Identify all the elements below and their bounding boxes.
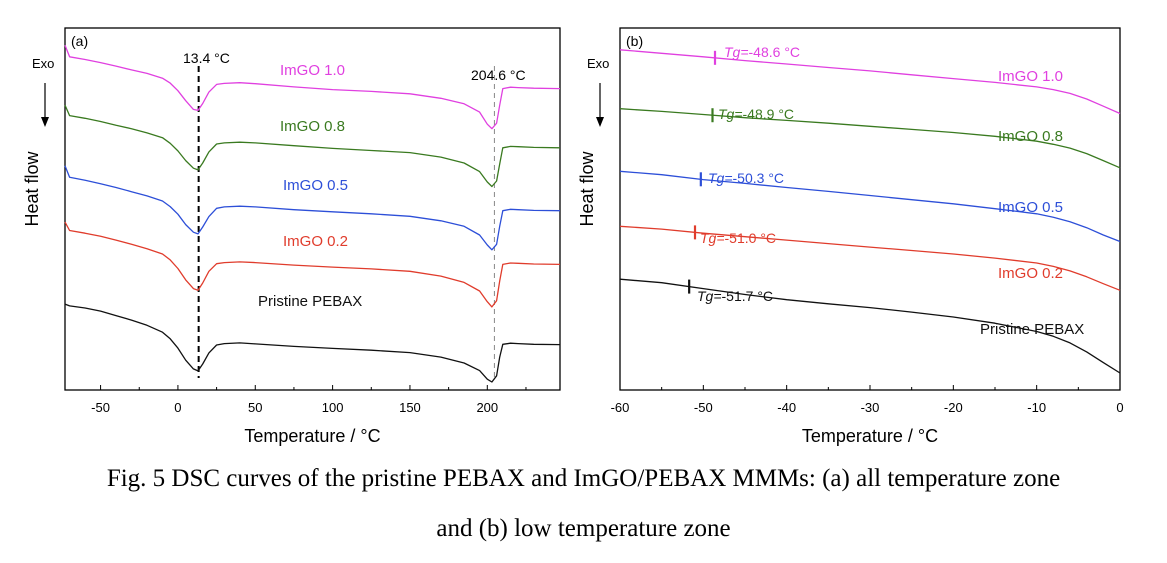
x-axis-label: Temperature / °C	[802, 426, 938, 446]
annotation-label-1: 204.6 °C	[471, 67, 526, 83]
exo-arrow-head	[596, 117, 604, 127]
tg-label-imgo-0-8: Tg=-48.9 °C	[718, 106, 794, 122]
tg-label-imgo-0-2: Tg=-51.0 °C	[700, 230, 776, 246]
figure-caption-line-1: Fig. 5 DSC curves of the pristine PEBAX …	[106, 465, 1061, 492]
x-tick-label: -30	[861, 400, 880, 415]
panel-a: -50 0 50 100 150 200 Temperature / °C Heat flow…	[22, 27, 561, 446]
y-axis-label: Heat flow	[577, 150, 597, 226]
exo-arrow-head	[41, 117, 49, 127]
x-tick-label: -20	[944, 400, 963, 415]
tg-symbol: Tg=	[700, 230, 725, 246]
series-line-pristine-pebax	[619, 278, 1121, 374]
series-label-imgo-1-0: ImGO 1.0	[280, 62, 345, 79]
series-line-imgo-0-5	[619, 170, 1121, 243]
annotation-label-0: 13.4 °C	[183, 50, 230, 66]
x-tick-label: 100	[322, 400, 344, 415]
x-tick-label: -50	[91, 400, 110, 415]
tg-symbol: Tg=	[697, 288, 722, 304]
tg-value: -51.7 °C	[722, 288, 774, 304]
series-label-imgo-0-8: ImGO 0.8	[998, 128, 1063, 145]
tg-symbol: Tg=	[708, 170, 733, 186]
figure-caption-line-2: and (b) low temperature zone	[436, 515, 731, 542]
tg-value: -48.9 °C	[743, 106, 795, 122]
series-label-imgo-1-0: ImGO 1.0	[998, 68, 1063, 85]
series-line-imgo-0-8	[64, 104, 561, 188]
panel-label: (b)	[626, 33, 643, 49]
series-label-imgo-0-5: ImGO 0.5	[998, 199, 1063, 216]
panel-b: -60 -50 -40 -30 -20 -10 0 Temperature / °C Heat …	[577, 27, 1124, 446]
series-line-pristine-pebax	[64, 303, 561, 383]
x-tick-label: -10	[1027, 400, 1046, 415]
series-line-imgo-1-0	[64, 45, 561, 130]
x-tick-label: 200	[476, 400, 498, 415]
y-axis-label: Heat flow	[22, 150, 42, 226]
series-label-imgo-0-5: ImGO 0.5	[283, 177, 348, 194]
series-label-imgo-0-8: ImGO 0.8	[280, 118, 345, 135]
x-tick-label: 50	[248, 400, 262, 415]
x-tick-label: -50	[694, 400, 713, 415]
series-line-imgo-0-2	[64, 221, 561, 308]
series-label-imgo-0-2: ImGO 0.2	[998, 265, 1063, 282]
plot-frame-a	[64, 27, 561, 391]
x-axis-label: Temperature / °C	[244, 426, 380, 446]
series-line-imgo-1-0	[619, 49, 1121, 115]
exo-label: Exo	[32, 56, 54, 71]
tg-value: -50.3 °C	[733, 170, 785, 186]
tg-value: -48.6 °C	[749, 44, 801, 60]
x-tick-label: 0	[174, 400, 181, 415]
x-tick-label: -60	[611, 400, 630, 415]
x-tick-label: 150	[399, 400, 421, 415]
series-label-pristine-pebax: Pristine PEBAX	[980, 321, 1084, 338]
x-tick-label: 0	[1116, 400, 1123, 415]
x-tick-label: -40	[777, 400, 796, 415]
series-line-imgo-0-8	[619, 108, 1121, 169]
tg-value: -51.0 °C	[725, 230, 777, 246]
tg-symbol: Tg=	[718, 106, 743, 122]
panel-label: (a)	[71, 33, 88, 49]
series-label-imgo-0-2: ImGO 0.2	[283, 233, 348, 250]
series-line-imgo-0-5	[64, 165, 561, 251]
tg-label-imgo-1-0: Tg=-48.6 °C	[724, 44, 800, 60]
series-label-pristine-pebax: Pristine PEBAX	[258, 293, 362, 310]
tg-symbol: Tg=	[724, 44, 749, 60]
exo-label: Exo	[587, 56, 609, 71]
tg-label-imgo-0-5: Tg=-50.3 °C	[708, 170, 784, 186]
tg-label-pristine-pebax: Tg=-51.7 °C	[697, 288, 773, 304]
series-line-imgo-0-2	[619, 225, 1121, 291]
